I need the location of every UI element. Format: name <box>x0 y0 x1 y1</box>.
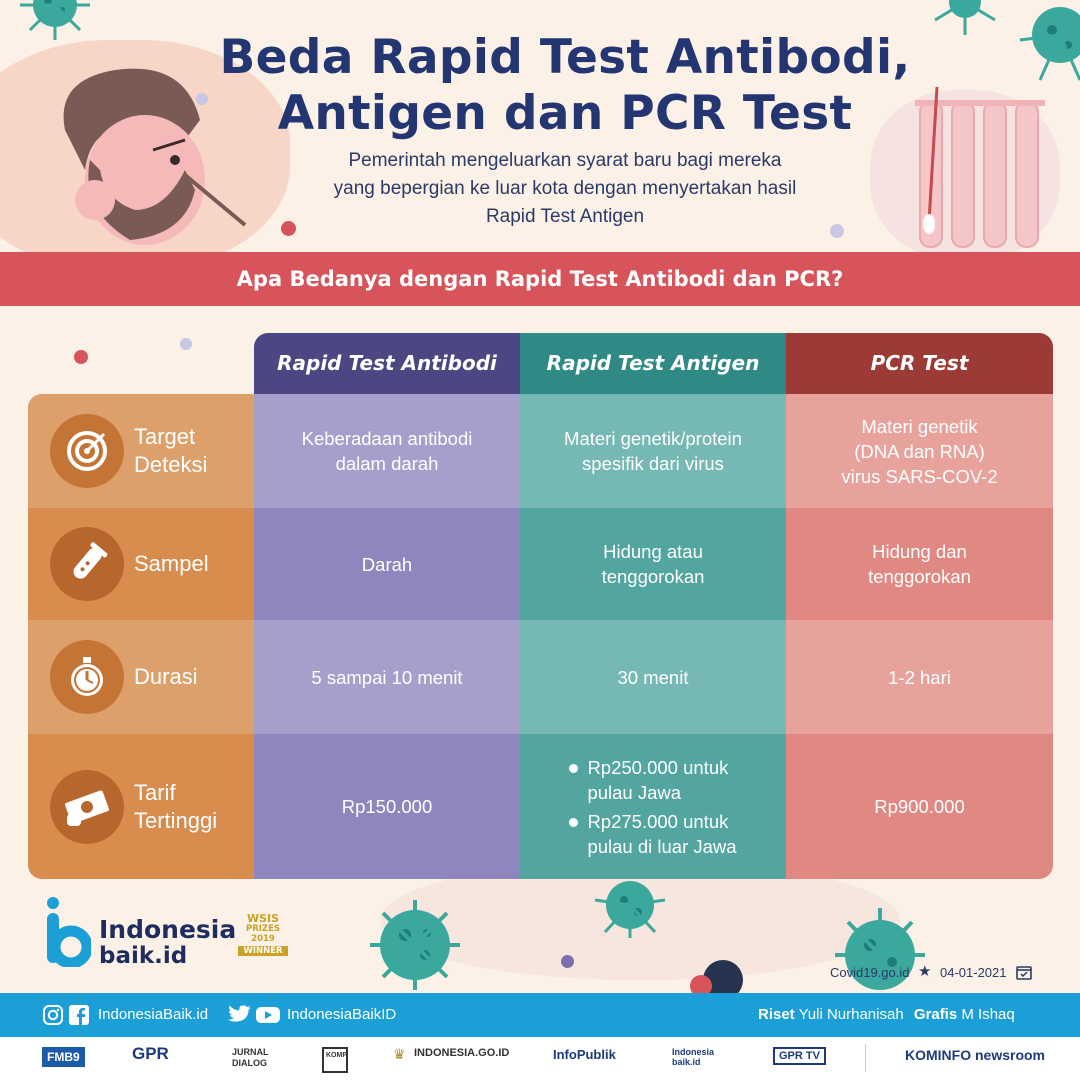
credits: Riset Yuli Nurhanisah Grafis M Ishaq <box>758 1006 1015 1023</box>
instagram-icon[interactable] <box>42 1004 64 1026</box>
test-tubes-illustration <box>915 86 1045 248</box>
list-item: Rp275.000 untuk pulau di luar Jawa <box>569 809 737 859</box>
row-label-durasi: Durasi <box>28 620 254 734</box>
logo-text-line1: Indonesia <box>99 915 237 944</box>
cell-sampel-pcr: Hidung dan tenggorokan <box>786 508 1053 620</box>
cell-sampel-antibodi: Darah <box>254 508 520 620</box>
logo-text-line2: baik.id <box>99 943 188 969</box>
subtitle-line: yang bepergian ke luar kota dengan menye… <box>333 178 797 199</box>
partner-logo-kompak: KOMPAK <box>322 1047 348 1073</box>
virus-illustration <box>835 908 925 990</box>
indonesiabaik-logo: Indonesia baik.id <box>45 897 237 969</box>
subtitle-line: Rapid Test Antigen <box>485 206 645 227</box>
partner-logo-gpr: GPR <box>132 1044 169 1063</box>
partner-logos-bar <box>0 1037 1080 1080</box>
award-text: PRIZES <box>245 924 281 934</box>
page-subtitle: Pemerintah mengeluarkan syarat baru bagi… <box>250 147 880 231</box>
row-label-target: Target Deteksi <box>28 394 254 508</box>
subtitle-line: Pemerintah mengeluarkan syarat baru bagi… <box>348 150 782 171</box>
wsis-award-badge: WSIS PRIZES 2019 WINNER <box>232 912 294 974</box>
row-label-text: Durasi <box>134 664 198 689</box>
column-header-antigen: Rapid Test Antigen <box>520 333 786 394</box>
partner-logo-infopublik: InfoPublik <box>553 1047 616 1062</box>
cell-durasi-antibodi: 5 sampai 10 menit <box>254 620 520 734</box>
title-line: Beda Rapid Test Antibodi, <box>219 30 911 85</box>
footer-bar: IndonesiaBaik.id IndonesiaBaikID Riset Y… <box>0 993 1080 1037</box>
title-line: Antigen dan PCR Test <box>277 86 853 141</box>
column-header-pcr: PCR Test <box>786 333 1053 394</box>
garuda-icon: ♛ <box>393 1047 406 1063</box>
partner-divider <box>865 1044 866 1072</box>
row-label-text: Tarif Tertinggi <box>134 779 218 833</box>
partner-logo-jurnal-dialog: JURNAL DIALOG <box>232 1047 269 1068</box>
tarif-antigen-list: Rp250.000 untuk pulau Jawa Rp275.000 unt… <box>569 751 737 863</box>
test-tube-icon <box>50 527 124 601</box>
cell-tarif-antigen: Rp250.000 untuk pulau Jawa Rp275.000 unt… <box>520 734 786 879</box>
decor-dot <box>74 350 88 364</box>
cell-durasi-antigen: 30 menit <box>520 620 786 734</box>
virus-illustration <box>594 881 666 938</box>
question-banner: Apa Bedanya dengan Rapid Test Antibodi d… <box>0 252 1080 306</box>
row-label-text: Sampel <box>134 551 209 576</box>
decor-dot <box>281 221 296 236</box>
column-header-antibodi: Rapid Test Antibodi <box>254 333 520 394</box>
calendar-icon <box>1016 966 1032 980</box>
twitter-icon[interactable] <box>228 1005 252 1025</box>
virus-illustration <box>370 900 460 990</box>
grafis-label: Grafis <box>913 1006 958 1023</box>
partner-logo-indonesia-go-id: INDONESIA.GO.ID <box>414 1047 510 1059</box>
cell-durasi-pcr: 1-2 hari <box>786 620 1053 734</box>
virus-illustration <box>934 0 996 35</box>
money-icon <box>50 769 124 844</box>
virus-illustration <box>1019 7 1080 81</box>
award-text: WINNER <box>238 946 288 956</box>
list-item: Rp250.000 untuk pulau Jawa <box>569 755 736 805</box>
row-label-sampel: Sampel <box>28 508 254 620</box>
social-handle-twitter[interactable]: IndonesiaBaikID <box>287 1006 397 1023</box>
decor-dot <box>180 338 192 350</box>
partner-logo-gpr-tv: GPR TV <box>773 1047 826 1065</box>
award-text: 2019 <box>251 934 275 944</box>
decor-dot <box>690 975 712 997</box>
decor-dot <box>830 224 844 238</box>
social-handle-website[interactable]: IndonesiaBaik.id <box>98 1006 209 1023</box>
row-label-tarif: Tarif Tertinggi <box>28 734 254 879</box>
man-swab-illustration <box>63 68 247 245</box>
cell-tarif-pcr: Rp900.000 <box>786 734 1053 879</box>
youtube-icon[interactable] <box>255 1005 281 1025</box>
cell-sampel-antigen: Hidung atau tenggorokan <box>520 508 786 620</box>
decor-dot <box>561 955 574 968</box>
decor-dot <box>196 93 208 105</box>
cell-target-pcr: Materi genetik (DNA dan RNA) virus SARS-… <box>786 394 1053 508</box>
logo-b-icon <box>47 897 91 967</box>
partner-logo-indonesiabaik: Indonesia baik.id <box>672 1047 715 1067</box>
banner-question: Apa Bedanya dengan Rapid Test Antibodi d… <box>236 267 844 291</box>
virus-illustration <box>20 0 90 40</box>
row-label-text: Target Deteksi <box>134 424 208 477</box>
partner-logo-fmb9: FMB9 <box>42 1047 85 1067</box>
award-text: WSIS <box>246 912 280 925</box>
riset-name: Yuli Nurhanisah <box>798 1006 904 1023</box>
facebook-icon[interactable] <box>68 1004 90 1026</box>
riset-label: Riset <box>758 1006 795 1023</box>
cell-tarif-antibodi: Rp150.000 <box>254 734 520 879</box>
stopwatch-icon <box>50 640 124 714</box>
cell-target-antigen: Materi genetik/protein spesifik dari vir… <box>520 394 786 508</box>
grafis-name: M Ishaq <box>961 1006 1015 1023</box>
cell-target-antibodi: Keberadaan antibodi dalam darah <box>254 394 520 508</box>
page-title: Beda Rapid Test Antibodi, Antigen dan PC… <box>150 30 980 142</box>
date-text: 04-01-2021 <box>940 965 1007 980</box>
target-icon <box>50 414 124 488</box>
partner-logo-kominfo-newsroom: KOMINFO newsroom <box>905 1047 1046 1063</box>
pin-icon: ★ <box>918 962 932 980</box>
source-text: Covid19.go.id <box>830 965 910 980</box>
